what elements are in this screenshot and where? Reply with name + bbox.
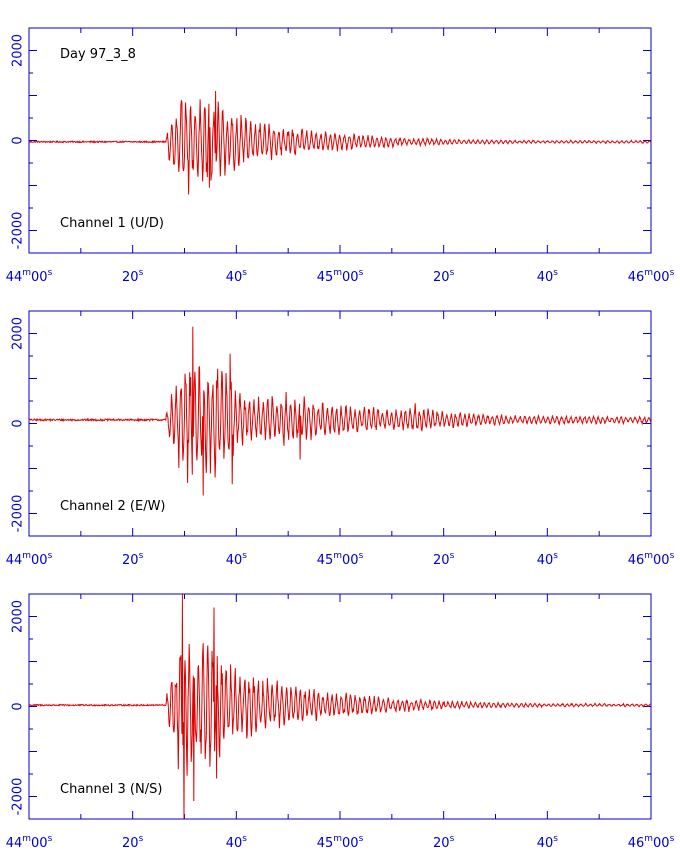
channel-label: Channel 1 (U/D) [60, 216, 164, 231]
channel-label: Channel 3 (N/S) [60, 782, 162, 797]
x-tick-label: 46m00s [628, 268, 675, 285]
y-tick-label: -2000 [11, 778, 26, 816]
y-tick-label: -2000 [11, 212, 26, 250]
day-label: Day 97_3_8 [60, 47, 136, 62]
y-tick-label: 2000 [11, 600, 26, 633]
waveform-trace [28, 326, 652, 496]
x-tick-label: 40s [537, 268, 559, 285]
x-tick-label: 40s [537, 551, 559, 568]
x-tick-label: 20s [433, 268, 455, 285]
channel-label: Channel 2 (E/W) [60, 499, 166, 514]
chart-panel-3: -2000 0 2000 44m00s 20s 40s 45m00s 20s 40s 46m00s… [6, 593, 675, 850]
x-tick-label: 20s [433, 834, 455, 850]
x-tick-label: 20s [122, 551, 144, 568]
chart-panel-2: -2000 0 2000 44m00s 20s 40s 45m00s 20s 40s 46m00s… [6, 310, 675, 568]
x-tick-label: 20s [122, 268, 144, 285]
x-tick-label: 40s [226, 268, 248, 285]
x-tick-label: 46m00s [628, 551, 675, 568]
x-tick-label: 20s [433, 551, 455, 568]
x-tick-label: 20s [122, 834, 144, 850]
x-tick-label: 45m00s [317, 834, 364, 850]
x-tick-label: 40s [226, 551, 248, 568]
waveform-trace [29, 593, 652, 820]
x-tick-label: 45m00s [317, 551, 364, 568]
y-tick-label: 0 [11, 419, 26, 427]
y-tick-label: -2000 [11, 495, 26, 533]
x-tick-label: 40s [226, 834, 248, 850]
x-tick-label: 44m00s [6, 551, 53, 568]
y-tick-label: 2000 [11, 317, 26, 350]
panels-group: -2000 0 2000 44m00s 20s 40s 45m00s 20s 40s 46m00s… [6, 27, 675, 850]
y-tick-label: 2000 [11, 34, 26, 67]
x-tick-label: 40s [537, 834, 559, 850]
waveform-trace [28, 90, 652, 195]
y-tick-label: 0 [11, 702, 26, 710]
x-tick-label: 44m00s [6, 268, 53, 285]
x-tick-label: 44m00s [6, 834, 53, 850]
y-tick-label: 0 [11, 136, 26, 144]
x-tick-label: 45m00s [317, 268, 364, 285]
chart-panel-1: -2000 0 2000 44m00s 20s 40s 45m00s 20s 40s 46m00s… [6, 27, 675, 285]
x-tick-label: 46m00s [628, 834, 675, 850]
